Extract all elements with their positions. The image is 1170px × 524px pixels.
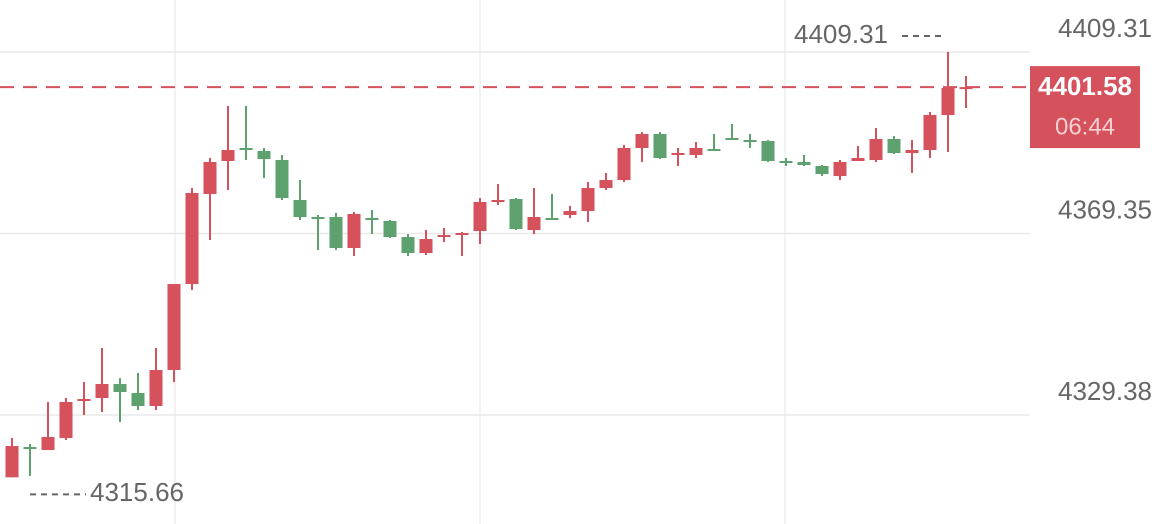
candle-body: [491, 200, 505, 203]
y-tick-label: 4329.38: [1058, 376, 1152, 406]
candle-body: [887, 139, 901, 154]
candle-body: [23, 447, 37, 450]
y-tick-label: 4409.31: [1058, 13, 1152, 43]
candle-body: [563, 210, 577, 215]
candle-body: [293, 200, 307, 217]
candle-body: [347, 213, 361, 249]
candle-body: [419, 239, 433, 254]
candle-body: [77, 399, 91, 402]
candle-body: [95, 384, 109, 399]
candle-body: [41, 437, 55, 451]
candle-body: [923, 114, 937, 151]
candle-body: [797, 161, 811, 165]
candle-body: [617, 148, 631, 181]
candle-body: [131, 393, 145, 407]
current-price-box: [1030, 66, 1140, 149]
candle-body: [599, 180, 613, 189]
candle-body: [437, 235, 451, 238]
candle-body: [671, 153, 685, 156]
candle-body: [185, 193, 199, 285]
candle-body: [455, 233, 469, 236]
candle-body: [545, 217, 559, 220]
candle-body: [941, 88, 955, 115]
candle-body: [203, 161, 217, 195]
candle-body: [257, 151, 271, 159]
candle-body: [311, 216, 325, 219]
candle-body: [581, 188, 595, 211]
candle-body: [149, 369, 163, 407]
candle-body: [653, 134, 667, 158]
y-tick-label: 4369.35: [1058, 194, 1152, 224]
candle-body: [707, 149, 721, 152]
candle-body: [851, 157, 865, 161]
candle-body: [5, 446, 19, 478]
candle-body: [869, 139, 883, 160]
countdown-label: 06:44: [1055, 113, 1115, 140]
candle-body: [509, 199, 523, 230]
candle-body: [905, 150, 919, 154]
candle-body: [221, 150, 235, 161]
candle-body: [779, 160, 793, 163]
candle-body: [167, 284, 181, 370]
candle-body: [239, 148, 253, 151]
high-label: 4409.31: [794, 19, 888, 49]
candle-body: [275, 159, 289, 199]
current-price-label: 4401.58: [1038, 71, 1132, 101]
candle-body: [743, 140, 757, 143]
candle-body: [113, 384, 127, 393]
candle-body: [365, 217, 379, 220]
candle-body: [815, 165, 829, 174]
candle-body: [761, 141, 775, 161]
candle-body: [833, 161, 847, 176]
candle-body: [527, 216, 541, 231]
candle-body: [635, 134, 649, 149]
candle-body: [725, 138, 739, 141]
candle-body: [689, 148, 703, 156]
low-label: 4315.66: [90, 477, 184, 507]
candle-body: [329, 216, 343, 249]
candle-body: [383, 220, 397, 238]
candle-body: [401, 237, 415, 254]
candle-body: [473, 202, 487, 232]
candle-body: [59, 402, 73, 439]
